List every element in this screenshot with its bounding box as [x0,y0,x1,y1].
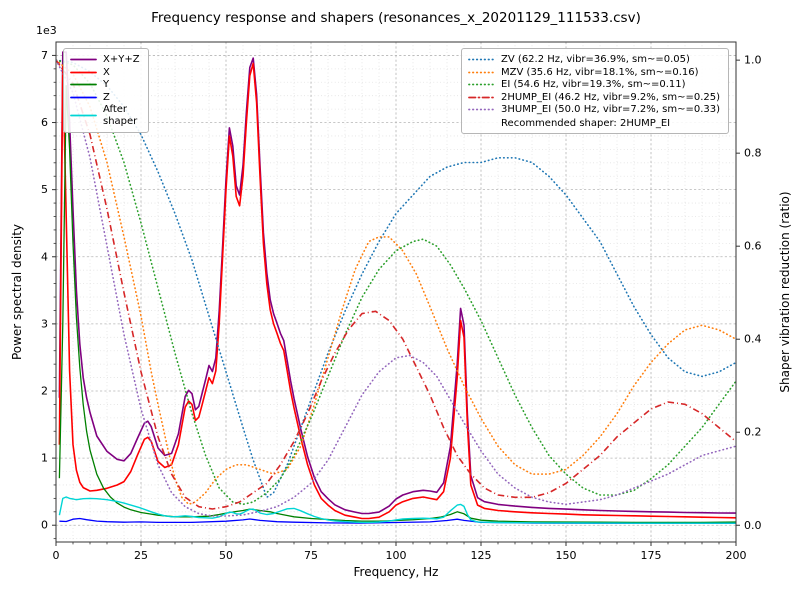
series-line-psd_x [58,62,736,520]
legend-recommended-note: Recommended shaper: 2HUMP_EI [501,117,671,129]
series-line-psd_z [59,517,736,524]
x-tick-label: 75 [304,549,318,562]
y-left-tick-label: 7 [41,49,48,62]
y-left-tick-label: 4 [41,250,48,263]
legend-psd-entries: X+Y+Z X Y Z After shaper [70,54,140,127]
legend-line-sample-icon [70,79,97,90]
legend-label: 2HUMP_EI (46.2 Hz, vibr=9.2%, sm~=0.25) [501,91,720,103]
legend-line-sample-icon [468,79,495,90]
y-left-tick-label: 0 [41,519,48,532]
series-line-two_hump_ei [56,59,736,510]
legend-entry: 3HUMP_EI (50.0 Hz, vibr=7.2%, sm~=0.33) [468,104,720,116]
y-right-tick-label: 0.6 [744,240,762,253]
legend-entry: After shaper [70,104,140,127]
y-axis-offset-label: 1e3 [36,24,57,37]
y-left-tick-label: 5 [41,183,48,196]
legend-label: ZV (62.2 Hz, vibr=36.9%, sm~=0.05) [501,54,690,65]
legend-line-sample-icon [468,104,495,115]
legend-line-sample-icon [70,110,97,121]
y-left-tick-label: 6 [41,116,48,129]
legend-entry: 2HUMP_EI (46.2 Hz, vibr=9.2%, sm~=0.25) [468,92,720,104]
legend-entry: X+Y+Z [70,54,140,66]
y-left-tick-label: 1 [41,452,48,465]
legend-label: EI (54.6 Hz, vibr=19.3%, sm~=0.11) [501,79,686,90]
y-right-tick-label: 0.2 [744,426,762,439]
legend-label: After shaper [103,104,138,127]
y-axis-right-label: Shaper vibration reduction (ratio) [778,191,792,393]
legend-entry: X [70,67,140,79]
series-line-psd_y [58,84,736,524]
legend-line-sample-icon [70,54,97,65]
y-axis-left-label: Power spectral density [10,223,24,361]
series-line-after_shaper [58,496,736,524]
y-left-tick-label: 3 [41,317,48,330]
legend-label: Z [103,91,110,103]
legend-shapers: ZV (62.2 Hz, vibr=36.9%, sm~=0.05) MZV (3… [461,48,729,134]
x-tick-label: 100 [386,549,407,562]
legend-line-sample-icon [70,67,97,78]
legend-line-sample-icon [468,67,495,78]
legend-entry: ZV (62.2 Hz, vibr=36.9%, sm~=0.05) [468,54,720,66]
y-left-tick-label: 2 [41,384,48,397]
x-tick-label: 200 [726,549,747,562]
series-line-mzv [56,59,736,506]
y-right-tick-label: 1.0 [744,54,762,67]
x-tick-label: 175 [641,549,662,562]
legend-line-sample-icon [468,92,495,103]
x-tick-label: 125 [471,549,492,562]
legend-line-sample-icon [468,54,495,65]
legend-entry: Y [70,79,140,91]
x-tick-label: 50 [219,549,233,562]
y-right-tick-label: 0.4 [744,333,762,346]
y-right-tick-label: 0.0 [744,519,762,532]
x-axis-label: Frequency, Hz [353,565,439,579]
legend-entry: MZV (35.6 Hz, vibr=18.1%, sm~=0.16) [468,67,720,79]
series-line-three_hump_ei [56,59,736,517]
x-tick-label: 150 [556,549,577,562]
x-tick-label: 25 [134,549,148,562]
legend-label: X+Y+Z [103,54,140,65]
x-tick-label: 0 [53,549,60,562]
legend-entry: Z [70,92,140,104]
legend-label: 3HUMP_EI (50.0 Hz, vibr=7.2%, sm~=0.33) [501,104,720,115]
legend-shaper-entries: ZV (62.2 Hz, vibr=36.9%, sm~=0.05) MZV (3… [468,54,720,116]
legend-line-sample-icon [70,92,97,103]
legend-label: Y [103,79,110,90]
legend-entry: EI (54.6 Hz, vibr=19.3%, sm~=0.11) [468,79,720,91]
legend-label: X [103,66,110,78]
legend-psd: X+Y+Z X Y Z After shaper [63,48,149,133]
chart-title: Frequency response and shapers (resonanc… [151,10,641,26]
y-right-tick-label: 0.8 [744,147,762,160]
legend-label: MZV (35.6 Hz, vibr=18.1%, sm~=0.16) [501,66,699,78]
